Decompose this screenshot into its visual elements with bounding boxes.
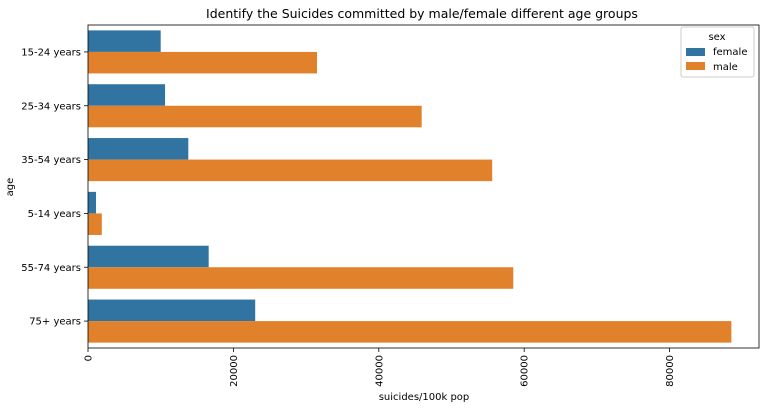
plot-area: 15-24 years 25-34 years 35-54 years 5-14 ye…	[21, 24, 760, 387]
x-tick-label: 60000	[520, 355, 531, 387]
x-tick-label: 20000	[229, 355, 240, 387]
legend-swatch-male	[686, 62, 705, 70]
legend-label-male: male	[713, 62, 738, 73]
bar-male-55-74-years	[88, 267, 514, 289]
bar-female-25-34-years	[88, 84, 166, 106]
legend-swatch-female	[686, 48, 705, 56]
y-axis-label: age	[5, 178, 16, 197]
plot-frame	[87, 24, 760, 349]
legend-label-female: female	[713, 47, 747, 58]
x-axis-label: suicides/100k pop	[379, 392, 470, 403]
y-tick-label: 15-24 years	[21, 47, 81, 58]
x-tick-label: 80000	[665, 355, 676, 387]
y-tick-label: 75+ years	[29, 317, 81, 328]
y-tick-label: 5-14 years	[28, 209, 81, 220]
legend-title: sex	[708, 32, 725, 43]
y-tick-label: 35-54 years	[21, 155, 81, 166]
bar-male-15-24-years	[88, 51, 317, 74]
chart-title: Identify the Suicides committed by male/…	[206, 6, 638, 21]
x-tick-label: 0	[84, 355, 95, 361]
x-tick-label: 40000	[374, 355, 385, 387]
bar-female-55-74-years	[88, 245, 209, 268]
bar-female-75-years	[88, 299, 256, 322]
legend: sex female male	[680, 26, 755, 78]
y-tick-label: 55-74 years	[21, 263, 81, 274]
bar-male-25-34-years	[88, 105, 422, 128]
bar-female-5-14-years	[88, 191, 96, 214]
bar-female-15-24-years	[88, 30, 161, 52]
y-tick-label: 25-34 years	[21, 101, 81, 112]
bar-male-5-14-years	[88, 213, 102, 235]
bar-male-35-54-years	[88, 159, 493, 182]
bar-male-75-years	[88, 321, 732, 343]
bar-female-35-54-years	[88, 138, 189, 160]
